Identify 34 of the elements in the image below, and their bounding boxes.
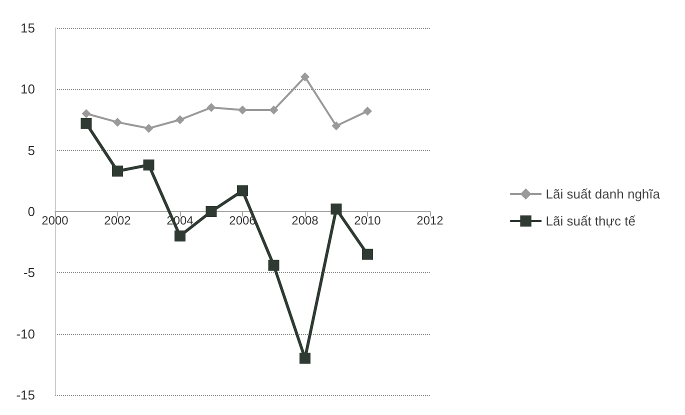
y-tick-label: 10 <box>20 82 35 97</box>
y-tick-label: -10 <box>16 326 35 342</box>
point <box>362 248 373 260</box>
y-tick-label: 15 <box>20 20 35 36</box>
point <box>332 121 341 130</box>
point <box>143 160 154 171</box>
y-tick-label: -5 <box>23 265 35 280</box>
x-tick-label: 2002 <box>104 214 132 228</box>
x-tick-label: 2000 <box>42 214 69 228</box>
point <box>363 106 372 116</box>
point <box>82 109 91 118</box>
point <box>113 118 122 127</box>
x-tick-label: 2010 <box>354 214 382 228</box>
y-tick-label: 0 <box>28 204 35 219</box>
y-tick-label: 5 <box>28 142 35 158</box>
point <box>238 105 247 114</box>
point <box>144 124 154 133</box>
point <box>206 206 217 217</box>
point <box>206 103 216 112</box>
point <box>176 115 184 124</box>
point <box>174 230 186 242</box>
point <box>300 72 310 82</box>
y-tick-label: -15 <box>16 388 35 402</box>
point <box>112 166 123 177</box>
point <box>268 260 280 271</box>
point <box>330 204 342 215</box>
legend-label: Lãi suất thực tế <box>546 214 636 228</box>
x-tick-label: 2012 <box>416 214 444 228</box>
x-tick-label: 2008 <box>292 214 319 228</box>
point <box>269 105 278 114</box>
point <box>80 118 92 129</box>
legend-label: Lãi suất danh nghĩa <box>546 186 661 202</box>
point <box>237 185 248 196</box>
point <box>300 352 310 364</box>
